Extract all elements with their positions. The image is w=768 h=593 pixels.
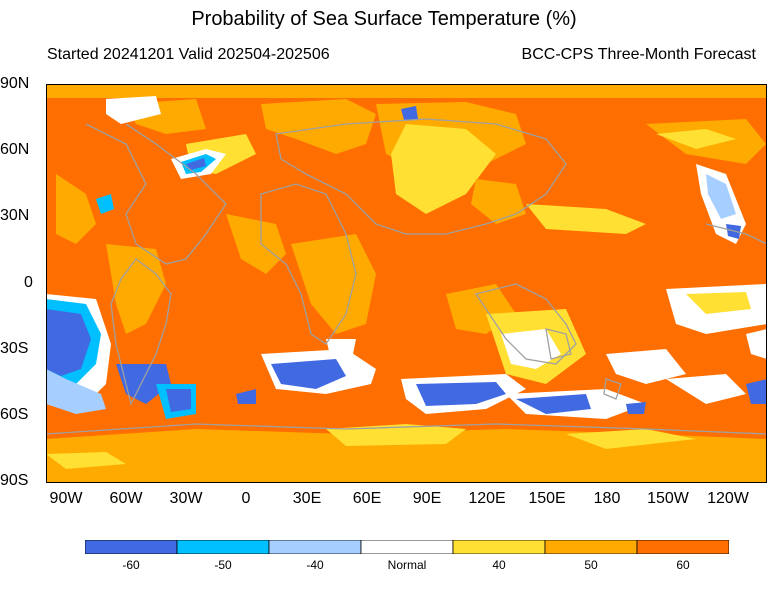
arctic-band	[46, 84, 767, 98]
model-name: BCC-CPS Three-Month Forecast	[521, 46, 756, 63]
colorbar-label: Normal	[387, 558, 427, 572]
colorbar-label: -50	[214, 558, 232, 572]
lon-label-90w: 90W	[49, 490, 83, 507]
forecast-period: Started 20241201 Valid 202504-202506	[47, 46, 330, 63]
antarctic-band	[46, 424, 767, 483]
lon-label-180: 180	[593, 490, 621, 507]
colorbar-swatch	[452, 540, 546, 554]
north-cold-blobs	[96, 96, 746, 244]
probability-map	[46, 84, 767, 483]
map-title: Probability of Sea Surface Temperature (…	[191, 8, 577, 30]
colorbar-swatch	[85, 540, 178, 554]
colorbar-label: 60	[676, 558, 690, 572]
lon-label-150e: 150E	[528, 490, 566, 507]
southern-ocean-cold	[261, 349, 767, 419]
lat-label-30s: 30S	[0, 340, 29, 357]
colorbar-swatch	[176, 540, 270, 554]
colorbar-label: 50	[584, 558, 598, 572]
lon-label-120w: 120W	[707, 490, 749, 507]
lon-label-60e: 60E	[352, 490, 382, 507]
lon-label-30e: 30E	[292, 490, 322, 507]
lat-label-90n: 90N	[0, 75, 30, 92]
colorbar	[85, 540, 729, 554]
colorbar-label: -60	[122, 558, 140, 572]
colorbar-swatch	[268, 540, 362, 554]
colorbar-swatch	[636, 540, 729, 554]
lon-label-120e: 120E	[468, 490, 506, 507]
lat-label-0: 0	[24, 274, 33, 291]
colorbar-swatch	[360, 540, 454, 554]
south-pacific-cold	[46, 294, 256, 419]
colorbar-swatch	[544, 540, 638, 554]
colorbar-label: -40	[306, 558, 324, 572]
colorbar-label: 40	[492, 558, 506, 572]
lat-label-60s: 60S	[0, 406, 29, 423]
lat-label-90s: 90S	[0, 472, 29, 489]
lat-label-30n: 30N	[0, 207, 30, 224]
lon-label-0: 0	[241, 490, 251, 507]
map-frame	[46, 84, 767, 483]
lon-label-150w: 150W	[647, 490, 689, 507]
lon-label-30w: 30W	[169, 490, 203, 507]
lon-label-90e: 90E	[412, 490, 442, 507]
lon-label-60w: 60W	[109, 490, 143, 507]
coastlines	[46, 118, 767, 435]
lat-label-60n: 60N	[0, 141, 30, 158]
